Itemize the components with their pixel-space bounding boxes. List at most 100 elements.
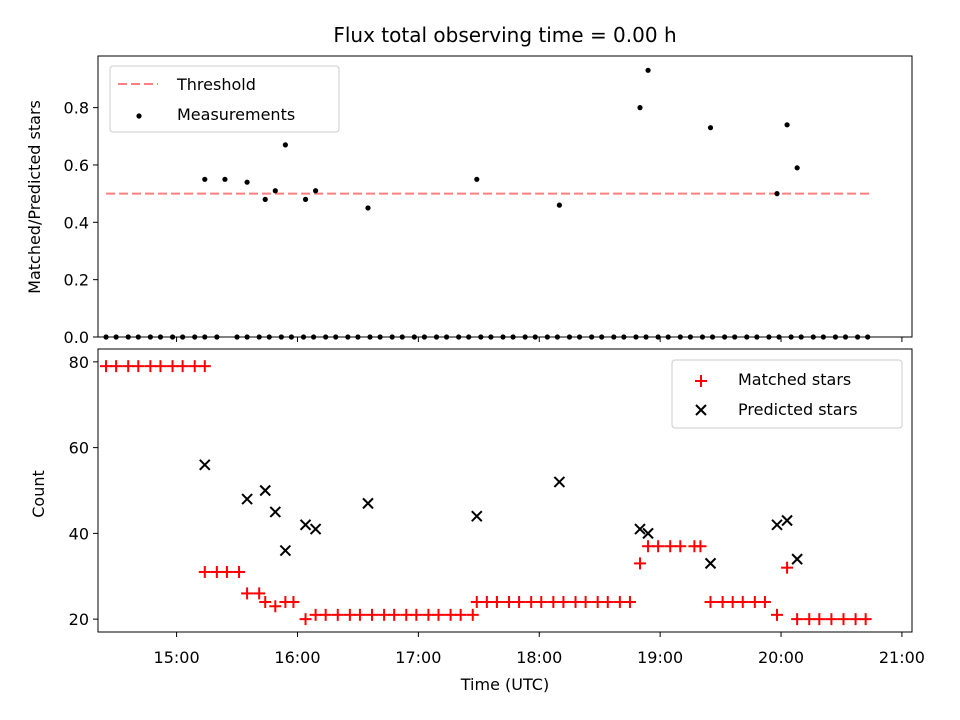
top-panel: Flux total observing time = 0.00 h Match… [25,23,913,347]
matched-star-point [198,565,211,578]
bottom-panel: Count Time (UTC) 20 40 60 80 15:00 16:00 17:0… [29,348,925,694]
matched-star-point [642,540,655,553]
matched-star-point [378,608,391,621]
matched-star-point [253,587,266,600]
matched-star-point [569,595,582,608]
bottom-xtick-label: 20:00 [758,648,804,667]
matched-star-point [454,608,467,621]
matched-star-point [220,565,233,578]
matched-star-point [736,595,749,608]
matched-star-point [241,587,254,600]
measurement-point [645,67,651,73]
measurement-point [474,176,480,182]
matched-star-point [623,595,636,608]
matched-star-point [176,360,189,373]
top-panel-xticks [176,337,903,342]
matched-star-point [490,595,503,608]
top-ytick-label: 0.8 [64,99,89,118]
matched-legend-swatch [695,375,707,387]
matched-star-point [269,600,282,613]
bottom-legend-box [671,359,903,429]
matched-star-point [825,613,838,626]
bottom-panel-xticks: 15:00 16:00 17:00 18:00 19:00 20:00 21:00 [154,632,925,667]
threshold-legend-label: Threshold [176,75,256,94]
matched-star-point [319,608,332,621]
matched-star-point [726,595,739,608]
top-ytick-label: 0.2 [64,271,89,290]
matched-star-point [210,565,223,578]
predicted-legend-label: Predicted stars [738,400,858,419]
matched-star-point [132,360,145,373]
measurement-point [774,191,780,197]
predicted-star-point [279,544,292,557]
matched-star-point [388,608,401,621]
matched-star-point [287,595,300,608]
matched-star-point [144,360,157,373]
bottom-panel-frame [97,348,913,633]
matched-star-point [410,608,423,621]
predicted-star-point [309,523,322,535]
matched-star-point [664,540,677,553]
matched-star-point [748,595,761,608]
matched-star-point [803,613,816,626]
matched-star-point [166,360,179,373]
predicted-star-point [634,523,646,535]
matched-star-point [781,561,794,574]
matched-star-point [259,595,272,608]
measurement-point [637,105,643,111]
matched-star-point [704,595,717,608]
measurements-legend-label: Measurements [177,105,295,124]
matched-star-point [813,613,826,626]
matched-star-point [100,360,113,373]
measurements-legend-swatch [136,113,142,119]
matched-star-point [154,360,167,373]
matched-star-point [613,595,626,608]
measurement-point [313,188,319,194]
measurement-point [262,196,268,202]
bottom-ytick-label: 20 [69,610,89,629]
matched-star-point [422,608,435,621]
matched-star-point [557,595,570,608]
predicted-star-point [471,510,483,522]
predicted-star-point [771,519,783,531]
matched-stars-points [100,360,872,626]
matched-star-point [470,595,483,608]
measurement-point [282,142,288,148]
matched-star-point [791,613,804,626]
matched-star-point [188,360,201,373]
matched-star-point [849,613,862,626]
predicted-star-point [553,476,566,488]
measurement-point [556,202,563,208]
top-ytick-label: 0.0 [64,328,89,347]
matched-star-point [859,613,872,626]
measurement-point [365,205,371,211]
predicted-star-point [199,459,211,471]
bottom-panel-xlabel: Time (UTC) [460,675,549,694]
matched-star-point [466,608,479,621]
predicted-star-point [269,506,282,518]
bottom-panel-yticks: 20 40 60 80 [69,353,98,629]
predicted-star-point [781,514,793,527]
matched-star-point [480,595,493,608]
predicted-star-point [362,497,374,510]
matched-star-point [591,595,604,608]
bottom-xtick-label: 16:00 [274,648,320,667]
bottom-xtick-label: 15:00 [154,648,200,667]
matched-star-point [694,540,707,553]
matched-star-point [343,608,356,621]
matched-star-point [513,595,526,608]
predicted-star-point [704,557,717,570]
matched-star-point [309,608,322,621]
matched-star-point [353,608,366,621]
measurement-point [272,188,278,194]
matched-star-point [233,565,246,578]
matched-star-point [432,608,445,621]
matched-star-point [652,540,665,553]
matched-star-point [579,595,592,608]
top-legend-box [109,65,340,133]
bottom-panel-ylabel: Count [29,470,48,518]
predicted-star-point [241,493,253,505]
matched-star-point [366,608,379,621]
bottom-xtick-label: 21:00 [879,648,925,667]
